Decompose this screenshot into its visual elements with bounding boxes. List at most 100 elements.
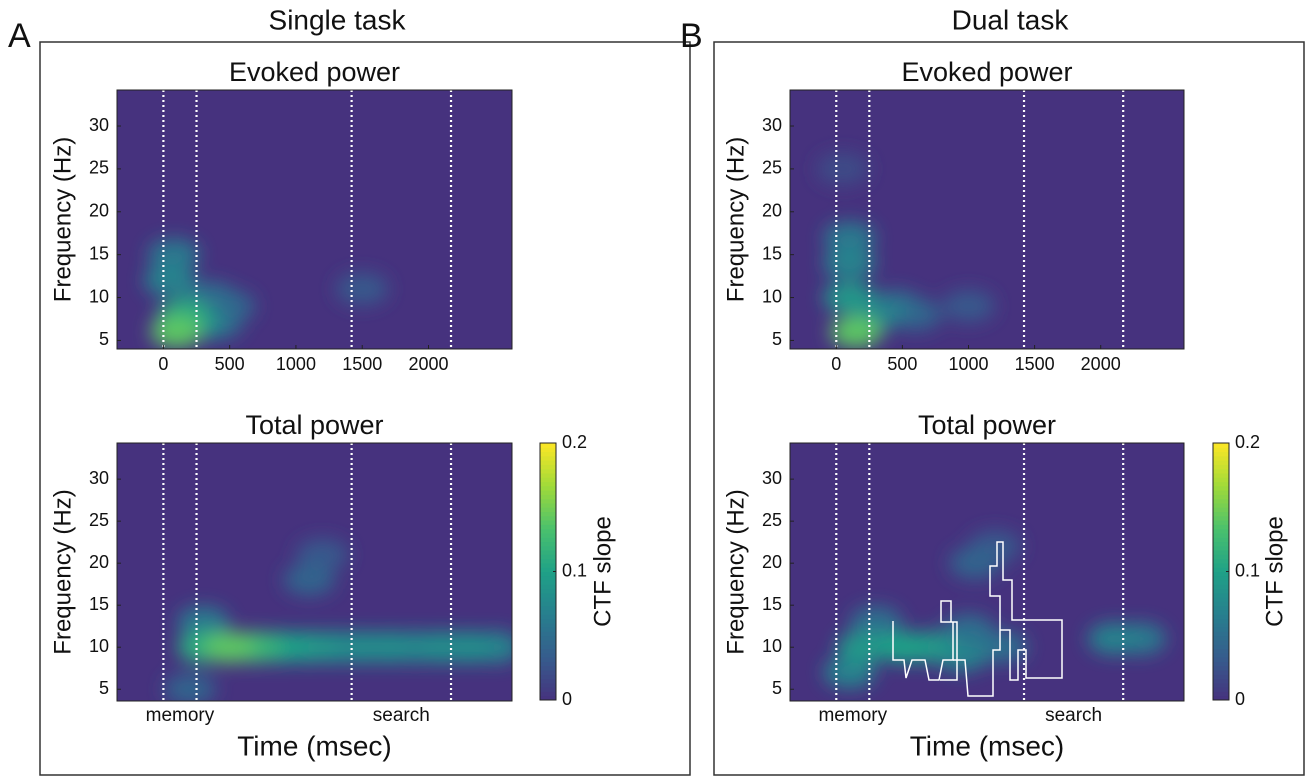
heatmap-blur (823, 530, 1167, 689)
panel-frame (713, 41, 1305, 776)
colorbar-tick-label: 0 (562, 689, 572, 709)
heatmap-blur (163, 538, 512, 701)
y-tick-label: 15 (89, 594, 109, 614)
colorbar-step (1213, 524, 1229, 530)
panel-title: Single task (269, 4, 407, 35)
colorbar-step (540, 498, 556, 504)
colorbar-step (540, 511, 556, 517)
colorbar-step (1213, 515, 1229, 521)
colorbar-step (1213, 537, 1229, 543)
colorbar-step (540, 665, 556, 671)
colorbar-step (540, 622, 556, 628)
heatmap-blob (830, 315, 883, 348)
colorbar-step (540, 644, 556, 650)
heatmap-blob (177, 606, 230, 639)
colorbar-step (1213, 635, 1229, 641)
y-tick-label: 30 (762, 468, 782, 488)
colorbar-step (1213, 588, 1229, 594)
colorbar-step (540, 537, 556, 543)
y-tick-label: 15 (762, 243, 782, 263)
colorbar-step (1213, 485, 1229, 491)
y-tick-label: 15 (762, 594, 782, 614)
colorbar-step (540, 648, 556, 654)
y-tick-label: 5 (99, 678, 109, 698)
y-tick-label: 25 (762, 510, 782, 530)
colorbar-step (1213, 481, 1229, 487)
colorbar-step (540, 494, 556, 500)
chart-title: Total power (918, 410, 1056, 440)
heatmap-blob (163, 673, 216, 701)
heatmap-blob (849, 606, 902, 639)
colorbar-step (1213, 550, 1229, 555)
colorbar-step (1213, 652, 1229, 658)
plot-frame (116, 442, 513, 702)
colorbar-step (1213, 562, 1229, 568)
y-tick-label: 20 (762, 552, 782, 572)
colorbar-step (540, 477, 556, 483)
colorbar-step (1213, 644, 1229, 650)
colorbar-step (540, 545, 556, 551)
colorbar-step (1213, 575, 1229, 581)
colorbar-step (1213, 622, 1229, 628)
colorbar-step (540, 532, 556, 538)
x-tick-label: 500 (887, 354, 917, 374)
colorbar-step (540, 481, 556, 487)
y-tick-label: 25 (89, 510, 109, 530)
plot-frame (116, 89, 513, 350)
y-tick-label: 25 (89, 158, 109, 178)
y-tick-label: 5 (772, 329, 782, 349)
colorbar-step (540, 627, 556, 632)
colorbar-step (540, 652, 556, 658)
colorbar-step (1213, 605, 1229, 611)
colorbar-step (1213, 687, 1229, 692)
colorbar-step (1213, 451, 1229, 457)
colorbar-step (1213, 657, 1229, 662)
heatmap-blob (296, 538, 349, 571)
colorbar-step (1213, 455, 1229, 461)
colorbar-step (1213, 528, 1229, 534)
colorbar-step (1213, 610, 1229, 615)
colorbar-step (540, 541, 556, 547)
colorbar-step (1213, 468, 1229, 474)
colorbar-step (540, 554, 556, 560)
y-tick-label: 20 (89, 201, 109, 221)
heatmap-blob (823, 281, 876, 314)
colorbar-step (1213, 682, 1229, 688)
colorbar-step (540, 678, 556, 684)
colorbar-step (540, 584, 556, 590)
heatmap-blob (975, 631, 1028, 664)
y-axis-label: Frequency (Hz) (49, 489, 76, 654)
y-tick-label: 20 (89, 552, 109, 572)
colorbar-step (540, 485, 556, 491)
heatmap-blob (876, 631, 929, 664)
y-tick-label: 30 (89, 468, 109, 488)
colorbar-step (1213, 541, 1229, 547)
colorbar-step (1213, 490, 1229, 495)
colorbar-step (540, 571, 556, 577)
colorbar-step (540, 674, 556, 680)
y-tick-label: 5 (772, 678, 782, 698)
colorbar-step (1213, 460, 1229, 465)
heatmap-blob (1087, 622, 1140, 655)
colorbar-step (540, 515, 556, 521)
colorbar-step (1213, 592, 1229, 598)
colorbar-step (540, 687, 556, 692)
colorbar-step (1213, 567, 1229, 572)
cluster-contour (892, 600, 958, 681)
colorbar-step (1213, 472, 1229, 478)
x-axis-label: Time (msec) (910, 730, 1065, 761)
x-tick-label: 0 (158, 354, 168, 374)
colorbar-step (540, 597, 556, 602)
heatmap-blob (942, 290, 995, 323)
colorbar-step (540, 670, 556, 675)
chart-title: Evoked power (229, 57, 400, 87)
colorbar-step (1213, 502, 1229, 508)
colorbar-step (540, 451, 556, 457)
colorbar-step (540, 472, 556, 478)
y-tick-label: 15 (89, 243, 109, 263)
panel-letter: B (680, 17, 703, 55)
x-tick-label: 1000 (948, 354, 988, 374)
colorbar-tick-label: 0.2 (1235, 432, 1260, 452)
x-tick-label: 1000 (276, 354, 316, 374)
